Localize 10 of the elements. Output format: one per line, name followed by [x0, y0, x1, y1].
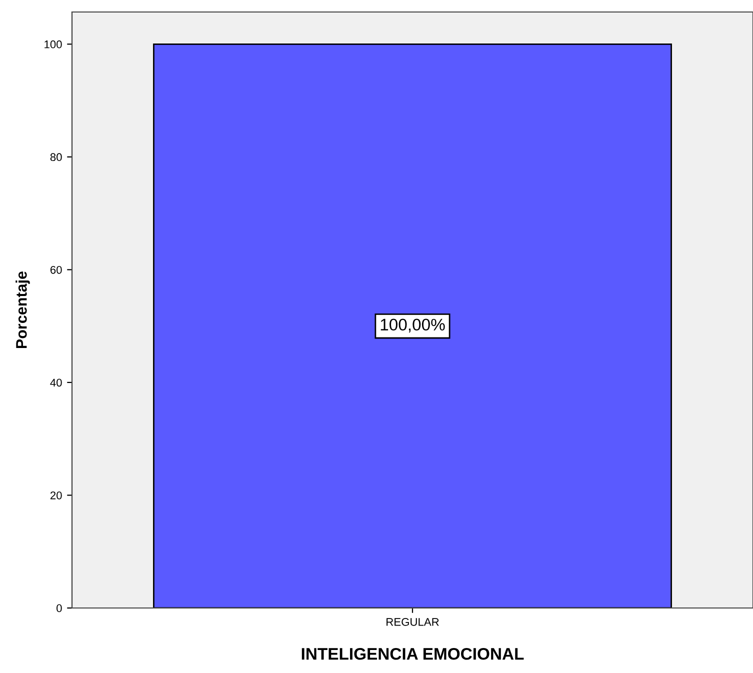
y-axis-title: Porcentaje [16, 271, 30, 348]
x-axis-title: INTELIGENCIA EMOCIONAL [302, 648, 524, 660]
x-tick-label: REGULAR [386, 618, 439, 626]
data-label: 100,00% [380, 318, 445, 333]
y-tick-label: 0 [56, 604, 62, 612]
y-tick-label: 60 [50, 266, 62, 274]
y-tick-label: 40 [50, 378, 62, 387]
y-tick-label: 100 [44, 40, 62, 48]
y-tick-label: 20 [50, 491, 62, 500]
y-tick-label: 80 [50, 153, 62, 162]
